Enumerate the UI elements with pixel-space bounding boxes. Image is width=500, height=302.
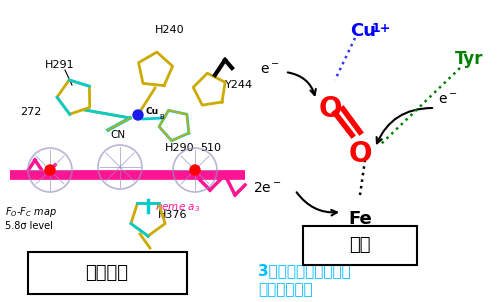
Text: Tyr: Tyr: [455, 50, 484, 68]
FancyBboxPatch shape: [28, 252, 187, 294]
Text: 5.8σ level: 5.8σ level: [5, 221, 53, 231]
Text: B: B: [159, 114, 164, 120]
Text: e$^-$: e$^-$: [260, 63, 280, 77]
Text: 272: 272: [20, 107, 42, 117]
Text: H291: H291: [45, 60, 74, 70]
Text: 1+: 1+: [372, 22, 392, 35]
Text: Cu: Cu: [145, 107, 158, 115]
Text: H376: H376: [158, 210, 188, 220]
Text: Y244: Y244: [225, 80, 253, 90]
Text: $F_O$-$F_C$ map: $F_O$-$F_C$ map: [5, 205, 57, 219]
Text: H240: H240: [155, 25, 184, 35]
Text: e$^-$: e$^-$: [438, 93, 458, 107]
Text: O: O: [348, 140, 372, 168]
Text: 2e$^-$: 2e$^-$: [254, 181, 282, 195]
Text: 実験結果: 実験結果: [86, 264, 128, 282]
Circle shape: [190, 165, 200, 175]
Text: CN: CN: [110, 130, 125, 140]
Text: H290: H290: [165, 143, 194, 153]
Text: Fe: Fe: [348, 210, 372, 228]
FancyBboxPatch shape: [303, 226, 417, 265]
Circle shape: [45, 165, 55, 175]
Text: 510: 510: [200, 143, 221, 153]
Text: 発見された。: 発見された。: [258, 282, 313, 297]
Text: O: O: [318, 95, 342, 123]
Text: Cu: Cu: [350, 22, 376, 40]
Text: 3本の電子伝達経路が: 3本の電子伝達経路が: [258, 263, 351, 278]
Circle shape: [133, 110, 143, 120]
Text: 要点: 要点: [349, 236, 371, 254]
Text: heme $a_3$: heme $a_3$: [155, 200, 200, 214]
